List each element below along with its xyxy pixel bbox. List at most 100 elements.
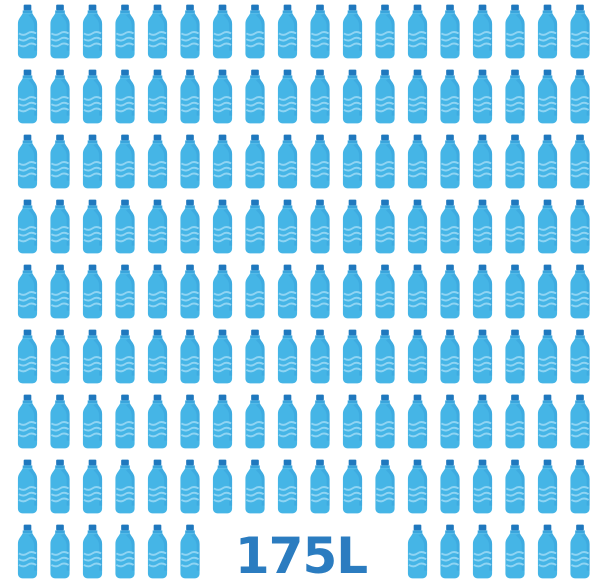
bottle-icon [505,460,524,514]
bottle-icon [538,265,557,319]
bottle-icon [343,200,362,254]
bottle-icon [538,200,557,254]
bottle-icon [148,460,167,514]
bottle-icon [473,135,492,189]
bottle-icon [473,525,492,579]
bottle-icon [83,525,102,579]
bottle-icon [245,135,264,189]
bottle-icon [310,460,329,514]
bottle-icon [83,330,102,384]
bottle-icon [505,395,524,449]
bottle-icon [310,135,329,189]
bottle-icon [570,5,589,59]
bottle-icon [213,330,232,384]
bottle-icon [180,135,199,189]
bottle-icon [473,265,492,319]
bottle-icon [440,5,459,59]
bottle-icon [505,525,524,579]
bottle-icon [83,70,102,124]
bottle-icon [375,135,394,189]
bottle-icon [115,5,134,59]
bottle-icon [115,460,134,514]
bottle-icon [505,265,524,319]
bottle-icon [440,330,459,384]
page: {"label": "175L"} 175L (() => { const da… [0,0,605,581]
bottle-icon [148,395,167,449]
bottle-icon [375,460,394,514]
bottle-icon [278,5,297,59]
bottle-icon [50,70,69,124]
bottle-icon [278,265,297,319]
bottle-icon [180,330,199,384]
bottle-icon [18,525,37,579]
bottle-icon [570,525,589,579]
bottle-icon [50,460,69,514]
bottle-icon [473,70,492,124]
bottle-icon [408,70,427,124]
bottle-icon [408,265,427,319]
bottle-icon [570,135,589,189]
bottle-icon [473,460,492,514]
bottle-icon [213,70,232,124]
bottle-icon [50,135,69,189]
bottle-icon [83,200,102,254]
bottle-icon [538,330,557,384]
bottle-icon [538,525,557,579]
bottle-icon [408,395,427,449]
bottle-icon [408,525,427,579]
bottle-icon [213,395,232,449]
bottle-icon [278,395,297,449]
bottle-icon [408,460,427,514]
bottle-icon [440,395,459,449]
bottle-icon [343,135,362,189]
bottle-icon [18,70,37,124]
bottle-icon [375,70,394,124]
bottle-icon [408,200,427,254]
infographic: 175L [0,0,605,581]
bottle-icon [278,70,297,124]
bottle-icon [245,70,264,124]
bottle-icon [83,460,102,514]
bottle-icon [50,395,69,449]
bottle-icon [180,5,199,59]
bottle-icon [180,525,199,579]
bottle-icon [570,70,589,124]
bottle-icon [50,525,69,579]
bottle-icon [538,70,557,124]
bottle-icon [570,460,589,514]
bottle-icon [245,330,264,384]
bottle-icon [343,70,362,124]
bottle-icon [115,395,134,449]
bottle-icon [18,200,37,254]
bottle-icon [148,135,167,189]
bottle-icon [440,70,459,124]
bottle-icon [375,5,394,59]
bottle-icon [245,5,264,59]
bottle-icon [213,200,232,254]
bottle-icon [505,5,524,59]
bottle-icon [245,395,264,449]
bottle-icon [538,135,557,189]
bottle-icon [343,395,362,449]
total-label: 175L [235,527,367,581]
bottle-icon [213,5,232,59]
bottle-icon [505,135,524,189]
bottle-icon [310,70,329,124]
bottle-icon [18,5,37,59]
bottle-icon [440,525,459,579]
bottle-icon [310,265,329,319]
bottle-icon [245,200,264,254]
bottle-icon [538,395,557,449]
bottle-icon [18,460,37,514]
bottle-icon [50,330,69,384]
bottle-icon [180,70,199,124]
bottle-icon [440,135,459,189]
bottle-icon [148,330,167,384]
bottle-icon [83,5,102,59]
bottle-icon [278,330,297,384]
bottle-icon [343,330,362,384]
bottle-icon [278,135,297,189]
bottle-icon [18,395,37,449]
bottle-icon [440,460,459,514]
bottle-icon [213,265,232,319]
